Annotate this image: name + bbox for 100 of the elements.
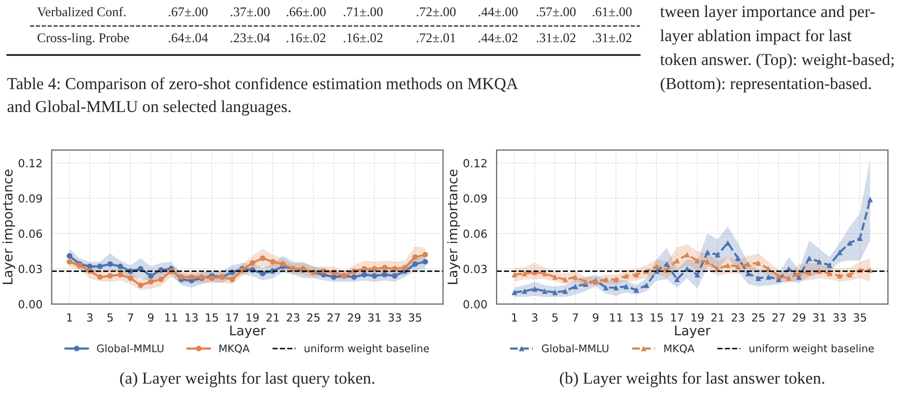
- text: and Global-MMLU on selected languages.: [8, 100, 291, 116]
- point: [97, 264, 103, 270]
- x-tick-label: 5: [552, 313, 558, 322]
- x-tick-label: 23: [732, 313, 744, 322]
- point: [562, 288, 568, 294]
- x-tick-label: 35: [854, 313, 866, 322]
- point: [786, 275, 792, 281]
- y-axis-title: Layer importance: [2, 170, 16, 284]
- point: [816, 268, 822, 274]
- x-tick-label: 9: [148, 313, 154, 322]
- point: [644, 282, 650, 288]
- point: [158, 276, 164, 282]
- point: [138, 282, 144, 288]
- text: (b) Layer weights for last answer token.: [560, 372, 824, 388]
- text: .61±.00: [592, 7, 632, 16]
- point: [735, 264, 741, 270]
- legend-label: MKQA: [664, 344, 694, 354]
- point: [735, 255, 741, 261]
- point: [128, 275, 134, 281]
- point: [756, 275, 762, 281]
- point: [361, 272, 368, 278]
- point: [280, 261, 286, 267]
- legend-label: MKQA: [219, 344, 250, 354]
- x-tick-label: 15: [206, 313, 218, 322]
- point: [704, 258, 710, 265]
- point: [694, 272, 700, 278]
- point: [148, 278, 154, 285]
- point: [422, 252, 428, 258]
- x-tick-label: 15: [650, 313, 663, 322]
- x-tick-label: 11: [165, 313, 178, 322]
- point: [684, 252, 690, 258]
- text: .57±.00: [536, 7, 576, 16]
- point: [623, 273, 629, 279]
- point: [714, 252, 720, 258]
- x-tick-label: 29: [348, 313, 360, 322]
- text: .31±.02: [536, 33, 576, 42]
- point: [270, 258, 276, 265]
- point: [250, 260, 256, 266]
- point: [613, 276, 619, 282]
- point: [572, 274, 578, 280]
- y-axis-title: Layer importance: [447, 170, 460, 284]
- text: Cross-ling. Probe: [38, 33, 129, 45]
- point: [766, 274, 772, 280]
- x-tick-label: 33: [388, 313, 401, 322]
- x-tick-label: 5: [107, 313, 113, 322]
- point: [522, 270, 528, 276]
- x-tick-label: 21: [711, 313, 724, 322]
- y-tick-label: 0.06: [18, 230, 42, 238]
- point: [330, 274, 337, 280]
- point: [562, 276, 568, 282]
- x-tick-label: 35: [408, 313, 422, 322]
- x-tick-label: 7: [572, 313, 578, 322]
- x-tick-label: 1: [512, 313, 517, 322]
- point: [148, 273, 154, 279]
- text: .16±.02: [286, 33, 326, 42]
- point: [552, 274, 558, 280]
- x-tick-label: 27: [772, 313, 785, 322]
- point: [392, 273, 398, 279]
- text: .66±.00: [286, 7, 326, 16]
- text: tween layer importance and per-: [660, 5, 875, 21]
- point: [694, 258, 700, 264]
- point: [847, 240, 853, 246]
- y-tick-label: 0.03: [18, 264, 42, 274]
- point: [512, 290, 518, 296]
- x-tick-label: 23: [286, 313, 300, 322]
- x-tick-label: 17: [671, 313, 684, 322]
- point: [118, 272, 124, 278]
- y-tick-label: 0.06: [464, 230, 487, 238]
- point: [260, 255, 266, 261]
- x-tick-label: 19: [246, 313, 259, 322]
- legend-label: uniform weight baseline: [750, 344, 874, 354]
- point: [806, 255, 812, 261]
- point: [87, 264, 93, 270]
- point: [512, 272, 518, 278]
- point: [542, 288, 548, 294]
- x-tick-label: 7: [128, 313, 134, 322]
- point: [826, 262, 832, 268]
- legend-label: Global-MMLU: [542, 344, 608, 352]
- x-tick-label: 13: [186, 313, 198, 322]
- y-tick-label: 0.09: [464, 194, 487, 203]
- x-tick-label: 17: [226, 313, 238, 322]
- point: [402, 264, 408, 270]
- point: [107, 261, 113, 267]
- point: [412, 254, 418, 260]
- y-tick-label: 0.03: [464, 264, 487, 274]
- point: [613, 284, 619, 290]
- point: [188, 274, 194, 280]
- text: .37±.00: [230, 7, 270, 16]
- y-tick-label: 0.09: [18, 194, 42, 203]
- point: [229, 276, 235, 282]
- point: [664, 261, 670, 267]
- caption: Table 4: Comparison of zero-shot confidence estimation methods on MKQA: [7, 77, 518, 93]
- y-tick-label: 0.00: [18, 300, 42, 308]
- point: [634, 272, 640, 278]
- text: layer ablation impact for last: [660, 29, 852, 45]
- x-tick-label: 11: [610, 313, 622, 322]
- x-tick-label: 31: [813, 313, 826, 322]
- point: [745, 261, 751, 267]
- text: (a) Layer weights for last query token.: [120, 372, 374, 388]
- x-tick-label: 33: [833, 313, 846, 322]
